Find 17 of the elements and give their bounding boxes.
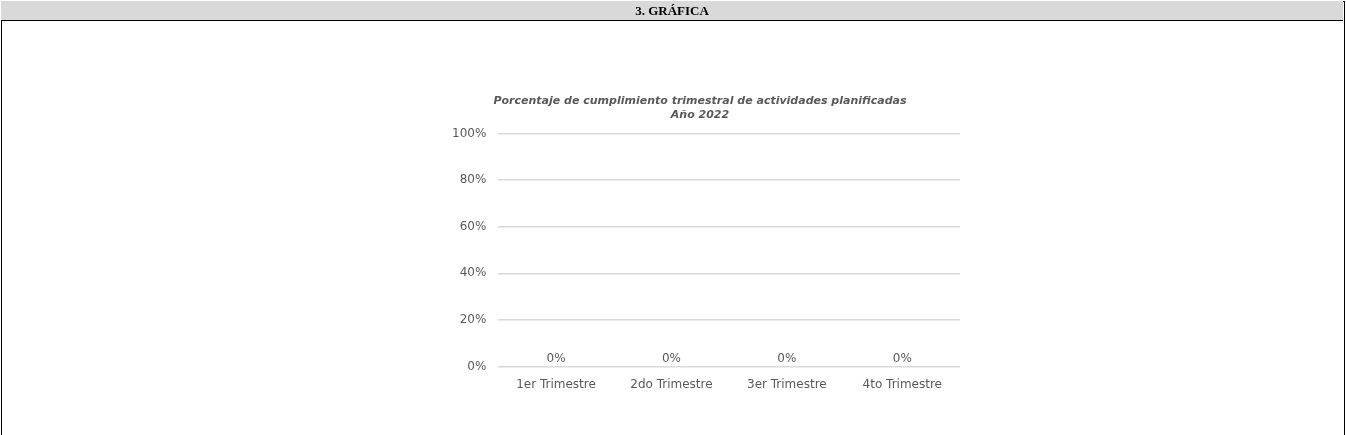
y-tick-label: 20% xyxy=(459,312,487,327)
x-tick-label: 4to Trimestre xyxy=(862,376,942,391)
y-tick-label: 40% xyxy=(459,265,487,280)
y-tick-label: 60% xyxy=(459,218,487,233)
data-label: 0% xyxy=(546,350,566,365)
chart-title: Porcentaje de cumplimiento trimestral de actividades planificadas xyxy=(493,94,907,108)
x-tick-label: 3er Trimestre xyxy=(747,376,827,391)
chart-subtitle: Año 2022 xyxy=(669,107,730,121)
data-label: 0% xyxy=(661,350,681,365)
x-tick-label: 2do Trimestre xyxy=(630,376,713,391)
data-label: 0% xyxy=(892,350,912,365)
data-label: 0% xyxy=(777,350,797,365)
text: 3. GRÁFICA xyxy=(1,1,1343,21)
x-tick-label: 1er Trimestre xyxy=(516,376,596,391)
y-tick-label: 80% xyxy=(459,172,487,187)
y-tick-label: 100% xyxy=(451,125,487,140)
y-tick-label: 0% xyxy=(467,358,487,373)
